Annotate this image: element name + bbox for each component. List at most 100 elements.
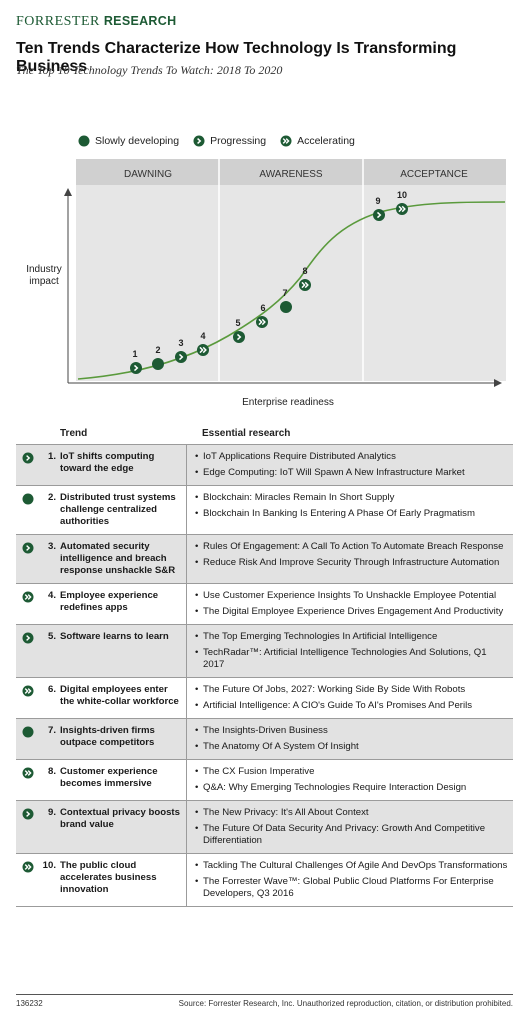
table-row: 5. Software learns to learn • The Top Emerg… [16, 624, 513, 677]
curve-marker-label: 3 [178, 338, 183, 348]
trend-text: Employee experience redefines apps [60, 590, 159, 613]
legend-item-progress: Progressing [193, 135, 266, 147]
trend-cell: 3. Automated security intelligence and br… [40, 535, 186, 583]
progress-chevron-icon [22, 452, 34, 464]
curve-markers: 1 2 3 4 5 6 7 8 9 10 [130, 190, 408, 374]
trend-curve-chart: DAWNING AWARENESS ACCEPTANCE Industry im… [26, 159, 506, 408]
research-item: • IoT Applications Require Distributed An… [195, 451, 509, 463]
column-header-research: Essential research [202, 428, 291, 439]
trend-text: Distributed trust systems challenge cent… [60, 492, 176, 527]
trend-number: 10. [42, 860, 56, 871]
bullet: • [195, 631, 199, 642]
slow-dot-icon [22, 726, 34, 738]
research-item: • Blockchain: Miracles Remain In Short Su… [195, 492, 509, 504]
research-title: The Forrester Wave™: Global Public Cloud… [203, 876, 494, 899]
curve-marker-label: 6 [260, 303, 265, 313]
trend-cell: 2. Distributed trust systems challenge ce… [40, 486, 186, 534]
trend-cell: 10. The public cloud accelerates business… [40, 854, 186, 906]
y-axis-label-line1: Industry [26, 264, 62, 275]
page-title: Ten Trends Characterize How Technology I… [16, 40, 457, 75]
slow-dot-icon [78, 135, 90, 147]
row-status [16, 760, 40, 800]
brand-part1: FORRESTER [16, 14, 100, 29]
trend-cell: 1. IoT shifts computing toward the edge [40, 445, 186, 485]
trend-number: 2. [47, 492, 56, 503]
accel-double-chevron-icon [299, 279, 311, 291]
curve-marker-9: 9 [373, 196, 385, 221]
row-status [16, 854, 40, 906]
research-title: The New Privacy: It's All About Context [203, 807, 369, 818]
x-axis-arrow [494, 379, 502, 387]
legend-label-progress: Progressing [210, 135, 267, 147]
progress-chevron-icon [193, 135, 205, 147]
research-cell: • Rules Of Engagement: A Call To Action T… [186, 535, 513, 583]
research-title: The CX Fusion Imperative [203, 766, 315, 777]
research-item: • Use Customer Experience Insights To Uns… [195, 590, 509, 602]
table-row: 8. Customer experience becomes immersive •… [16, 759, 513, 800]
progress-chevron-icon [130, 362, 142, 374]
trend-text: Software learns to learn [60, 631, 169, 642]
legend-item-slow: Slowly developing [78, 135, 179, 147]
curve-marker-label: 7 [282, 288, 287, 298]
bullet: • [195, 700, 199, 711]
table-row: 4. Employee experience redefines apps • Use… [16, 583, 513, 624]
footer-source: Source: Forrester Research, Inc. Unautho… [178, 999, 513, 1008]
legend-label-accel: Accelerating [297, 135, 355, 147]
research-cell: • Use Customer Experience Insights To Uns… [186, 584, 513, 624]
research-cell: • The Top Emerging Technologies In Artifi… [186, 625, 513, 677]
progress-chevron-icon [175, 351, 187, 363]
research-cell: • IoT Applications Require Distributed An… [186, 445, 513, 485]
research-cell: • The Insights-Driven Business • The Anatom… [186, 719, 513, 759]
curve-marker-2: 2 [152, 345, 164, 370]
bullet: • [195, 782, 199, 793]
trend-cell: 5. Software learns to learn [40, 625, 186, 677]
accel-double-chevron-icon [197, 344, 209, 356]
research-item: • The Future Of Data Security And Privacy… [195, 823, 509, 847]
research-item: • TechRadar™: Artificial Intelligence Tec… [195, 647, 509, 671]
bullet: • [195, 467, 199, 478]
research-cell: • The New Privacy: It's All About Context… [186, 801, 513, 853]
research-item: • The Anatomy Of A System Of Insight [195, 741, 509, 753]
research-item: • The Future Of Jobs, 2027: Working Side … [195, 684, 509, 696]
trend-cell: 6. Digital employees enter the white-coll… [40, 678, 186, 718]
curve-marker-1: 1 [130, 349, 142, 374]
research-item: • Artificial Intelligence: A CIO's Guide … [195, 700, 509, 712]
research-title: Edge Computing: IoT Will Spawn A New Inf… [203, 467, 465, 478]
row-status [16, 584, 40, 624]
brand-part2: RESEARCH [103, 14, 177, 28]
footer-id: 136232 [16, 999, 43, 1008]
research-title: The Future Of Data Security And Privacy:… [203, 823, 486, 846]
research-title: Tackling The Cultural Challenges Of Agil… [203, 860, 508, 871]
curve-marker-label: 4 [200, 331, 205, 341]
column-header-trend: Trend [60, 428, 88, 439]
phase-dawning: DAWNING [124, 169, 172, 180]
research-item: • Tackling The Cultural Challenges Of Agi… [195, 860, 509, 872]
legend: Slowly developing Progressing Accelerati… [78, 135, 369, 147]
research-title: The Insights-Driven Business [203, 725, 328, 736]
research-item: • The Top Emerging Technologies In Artifi… [195, 631, 509, 643]
bullet: • [195, 807, 199, 818]
trend-text: Automated security intelligence and brea… [60, 541, 176, 576]
phase-acceptance: ACCEPTANCE [400, 169, 468, 180]
research-item: • The CX Fusion Imperative [195, 766, 509, 778]
bullet: • [195, 451, 199, 462]
progress-chevron-icon [22, 632, 34, 644]
progress-chevron-icon [373, 209, 385, 221]
legend-item-accel: Accelerating [280, 135, 355, 147]
curve-marker-3: 3 [175, 338, 187, 363]
trend-text: Digital employees enter the white-collar… [60, 684, 179, 707]
bullet: • [195, 606, 199, 617]
curve-marker-label: 9 [375, 196, 380, 206]
research-item: • Q&A: Why Emerging Technologies Require … [195, 782, 509, 794]
accel-double-chevron-icon [22, 685, 34, 697]
trend-number: 1. [47, 451, 56, 462]
curve-marker-6: 6 [256, 303, 268, 328]
page-subtitle: The Top 10 Technology Trends To Watch: 2… [16, 63, 283, 77]
research-item: • The New Privacy: It's All About Context [195, 807, 509, 819]
research-item: • Blockchain In Banking Is Entering A Pha… [195, 508, 509, 520]
progress-chevron-icon [233, 331, 245, 343]
bullet: • [195, 492, 199, 503]
research-title: Rules Of Engagement: A Call To Action To… [203, 541, 504, 552]
research-cell: • Tackling The Cultural Challenges Of Agi… [186, 854, 513, 906]
trend-number: 3. [47, 541, 56, 552]
